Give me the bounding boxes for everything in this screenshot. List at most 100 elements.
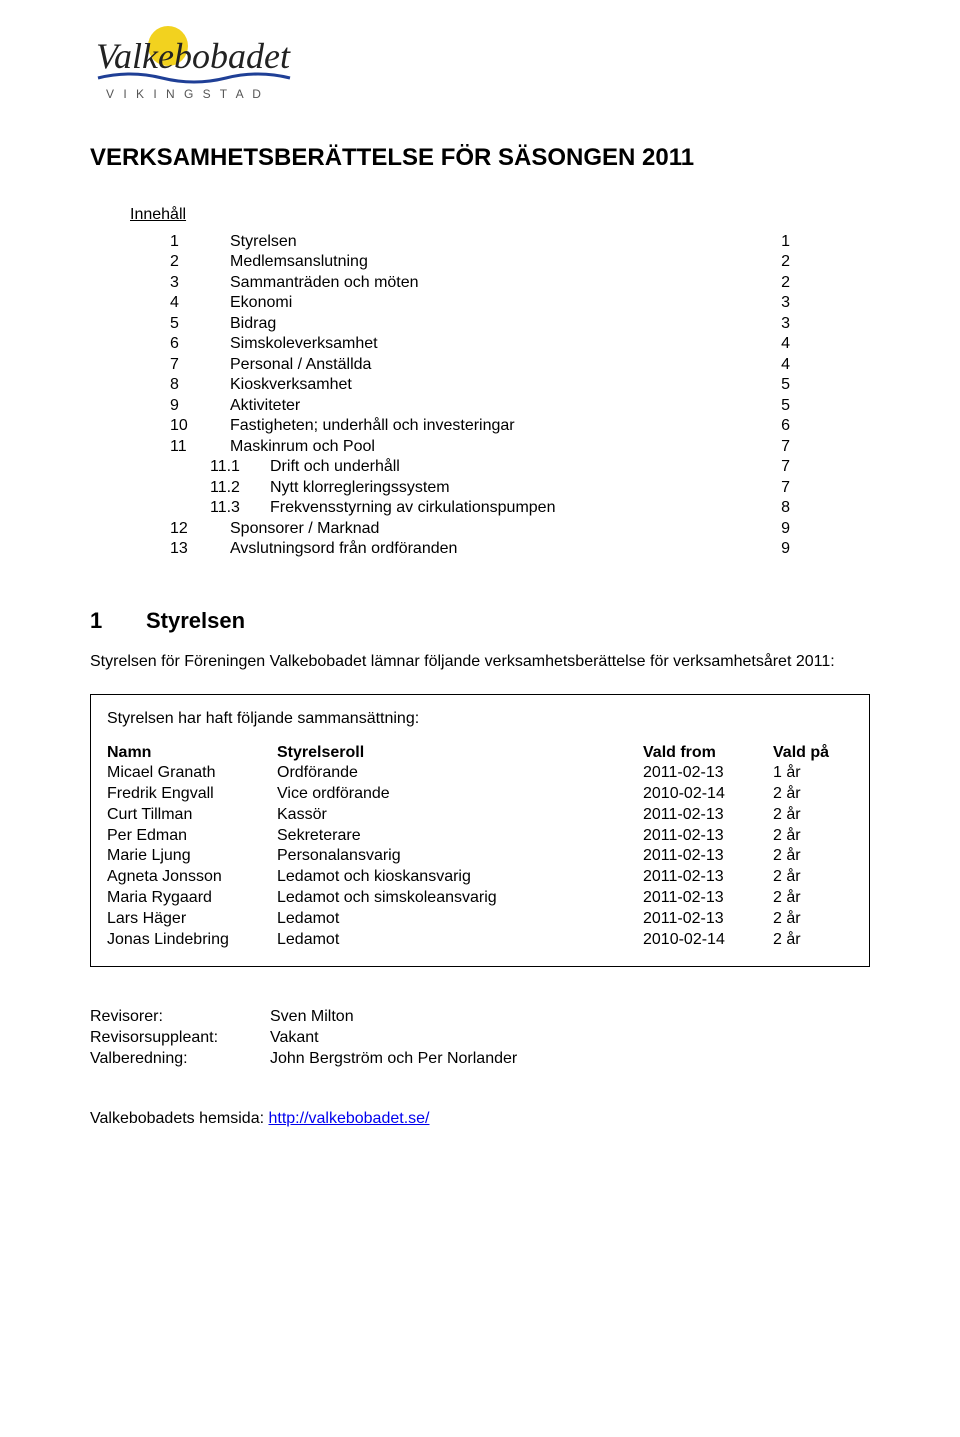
extra-value: John Bergström och Per Norlander	[270, 1049, 870, 1070]
table-cell-term: 2 år	[773, 846, 853, 867]
website-line: Valkebobadets hemsida: http://valkebobad…	[90, 1110, 870, 1128]
page-title: VERKSAMHETSBERÄTTELSE FÖR SÄSONGEN 2011	[90, 144, 870, 172]
table-cell-term: 2 år	[773, 888, 853, 909]
toc-num: 11.3	[210, 498, 270, 518]
logo-wordmark: Valkebobadet	[96, 36, 291, 76]
toc-title: Styrelsen	[230, 232, 750, 252]
toc-row: 13Avslutningsord från ordföranden9	[170, 539, 790, 559]
col-header-from: Vald from	[643, 743, 773, 764]
section-1-heading: 1Styrelsen	[90, 608, 870, 634]
toc-title: Kioskverksamhet	[230, 375, 750, 395]
toc-num: 1	[170, 232, 230, 252]
table-cell-name: Marie Ljung	[107, 846, 277, 867]
toc-title: Drift och underhåll	[270, 457, 750, 477]
extra-row: Valberedning:John Bergström och Per Norl…	[90, 1049, 870, 1070]
logo-subtitle: V I K I N G S T A D	[106, 87, 264, 101]
toc-title: Simskoleverksamhet	[230, 334, 750, 354]
table-row: Fredrik EngvallVice ordförande2010-02-14…	[107, 784, 853, 805]
toc-num: 6	[170, 334, 230, 354]
toc-page: 9	[750, 519, 790, 539]
toc-row: 4Ekonomi3	[170, 293, 790, 313]
toc-page: 6	[750, 416, 790, 436]
logo-svg: Valkebobadet V I K I N G S T A D	[90, 24, 320, 114]
extra-value: Vakant	[270, 1028, 870, 1049]
toc-num: 2	[170, 252, 230, 272]
table-cell-name: Per Edman	[107, 826, 277, 847]
table-cell-from: 2011-02-13	[643, 826, 773, 847]
extra-row: Revisorer:Sven Milton	[90, 1007, 870, 1028]
table-cell-name: Jonas Lindebring	[107, 930, 277, 951]
toc-page: 2	[750, 273, 790, 293]
board-box: Styrelsen har haft följande sammansättni…	[90, 694, 870, 968]
toc-page: 7	[750, 437, 790, 457]
table-cell-term: 2 år	[773, 784, 853, 805]
table-row: Agneta JonssonLedamot och kioskansvarig2…	[107, 867, 853, 888]
table-cell-role: Sekreterare	[277, 826, 643, 847]
table-cell-from: 2011-02-13	[643, 805, 773, 826]
table-row: Curt TillmanKassör2011-02-132 år	[107, 805, 853, 826]
table-row: Maria RygaardLedamot och simskoleansvari…	[107, 888, 853, 909]
toc-title: Aktiviteter	[230, 396, 750, 416]
website-prefix: Valkebobadets hemsida:	[90, 1110, 268, 1127]
toc-row: 10Fastigheten; underhåll och investering…	[170, 416, 790, 436]
table-cell-name: Curt Tillman	[107, 805, 277, 826]
table-cell-name: Maria Rygaard	[107, 888, 277, 909]
table-cell-from: 2011-02-13	[643, 888, 773, 909]
toc-row: 9Aktiviteter5	[170, 396, 790, 416]
toc-row: 8Kioskverksamhet5	[170, 375, 790, 395]
toc-num: 11.2	[210, 478, 270, 498]
table-cell-from: 2010-02-14	[643, 784, 773, 805]
table-cell-name: Lars Häger	[107, 909, 277, 930]
toc-num: 9	[170, 396, 230, 416]
table-cell-from: 2011-02-13	[643, 867, 773, 888]
board-box-intro: Styrelsen har haft följande sammansättni…	[107, 709, 853, 729]
table-row: Marie LjungPersonalansvarig2011-02-132 å…	[107, 846, 853, 867]
toc-row: 3Sammanträden och möten2	[170, 273, 790, 293]
table-cell-from: 2011-02-13	[643, 846, 773, 867]
toc-title: Sammanträden och möten	[230, 273, 750, 293]
table-row: Per EdmanSekreterare2011-02-132 år	[107, 826, 853, 847]
table-cell-role: Ledamot	[277, 930, 643, 951]
toc-title: Maskinrum och Pool	[230, 437, 750, 457]
table-cell-term: 1 år	[773, 763, 853, 784]
table-cell-term: 2 år	[773, 805, 853, 826]
website-link[interactable]: http://valkebobadet.se/	[268, 1110, 429, 1127]
table-cell-term: 2 år	[773, 867, 853, 888]
table-cell-role: Ledamot och kioskansvarig	[277, 867, 643, 888]
extra-value: Sven Milton	[270, 1007, 870, 1028]
toc-row: 5Bidrag3	[170, 314, 790, 334]
toc: 1Styrelsen12Medlemsanslutning23Sammanträ…	[170, 232, 790, 560]
extra-roles: Revisorer:Sven MiltonRevisorsuppleant:Va…	[90, 1007, 870, 1069]
col-header-term: Vald på	[773, 743, 853, 764]
extra-label: Revisorer:	[90, 1007, 270, 1028]
toc-page: 8	[750, 498, 790, 518]
extra-row: Revisorsuppleant:Vakant	[90, 1028, 870, 1049]
toc-row: 11.2Nytt klorregleringssystem7	[170, 478, 790, 498]
toc-row: 6Simskoleverksamhet4	[170, 334, 790, 354]
table-cell-role: Kassör	[277, 805, 643, 826]
toc-num: 8	[170, 375, 230, 395]
toc-page: 7	[750, 457, 790, 477]
table-cell-term: 2 år	[773, 909, 853, 930]
toc-title: Medlemsanslutning	[230, 252, 750, 272]
table-row: Jonas LindebringLedamot2010-02-142 år	[107, 930, 853, 951]
table-cell-name: Micael Granath	[107, 763, 277, 784]
table-cell-role: Ordförande	[277, 763, 643, 784]
toc-page: 5	[750, 375, 790, 395]
table-row: Micael GranathOrdförande2011-02-131 år	[107, 763, 853, 784]
table-cell-role: Ledamot och simskoleansvarig	[277, 888, 643, 909]
table-cell-role: Ledamot	[277, 909, 643, 930]
col-header-name: Namn	[107, 743, 277, 764]
logo: Valkebobadet V I K I N G S T A D	[90, 24, 320, 114]
extra-label: Valberedning:	[90, 1049, 270, 1070]
table-cell-role: Personalansvarig	[277, 846, 643, 867]
section-1-title: Styrelsen	[146, 608, 245, 633]
toc-row: 11.3Frekvensstyrning av cirkulationspump…	[170, 498, 790, 518]
toc-row: 1Styrelsen1	[170, 232, 790, 252]
toc-page: 1	[750, 232, 790, 252]
toc-row: 11.1Drift och underhåll7	[170, 457, 790, 477]
toc-title: Bidrag	[230, 314, 750, 334]
toc-row: 7Personal / Anställda4	[170, 355, 790, 375]
toc-page: 9	[750, 539, 790, 559]
toc-page: 2	[750, 252, 790, 272]
